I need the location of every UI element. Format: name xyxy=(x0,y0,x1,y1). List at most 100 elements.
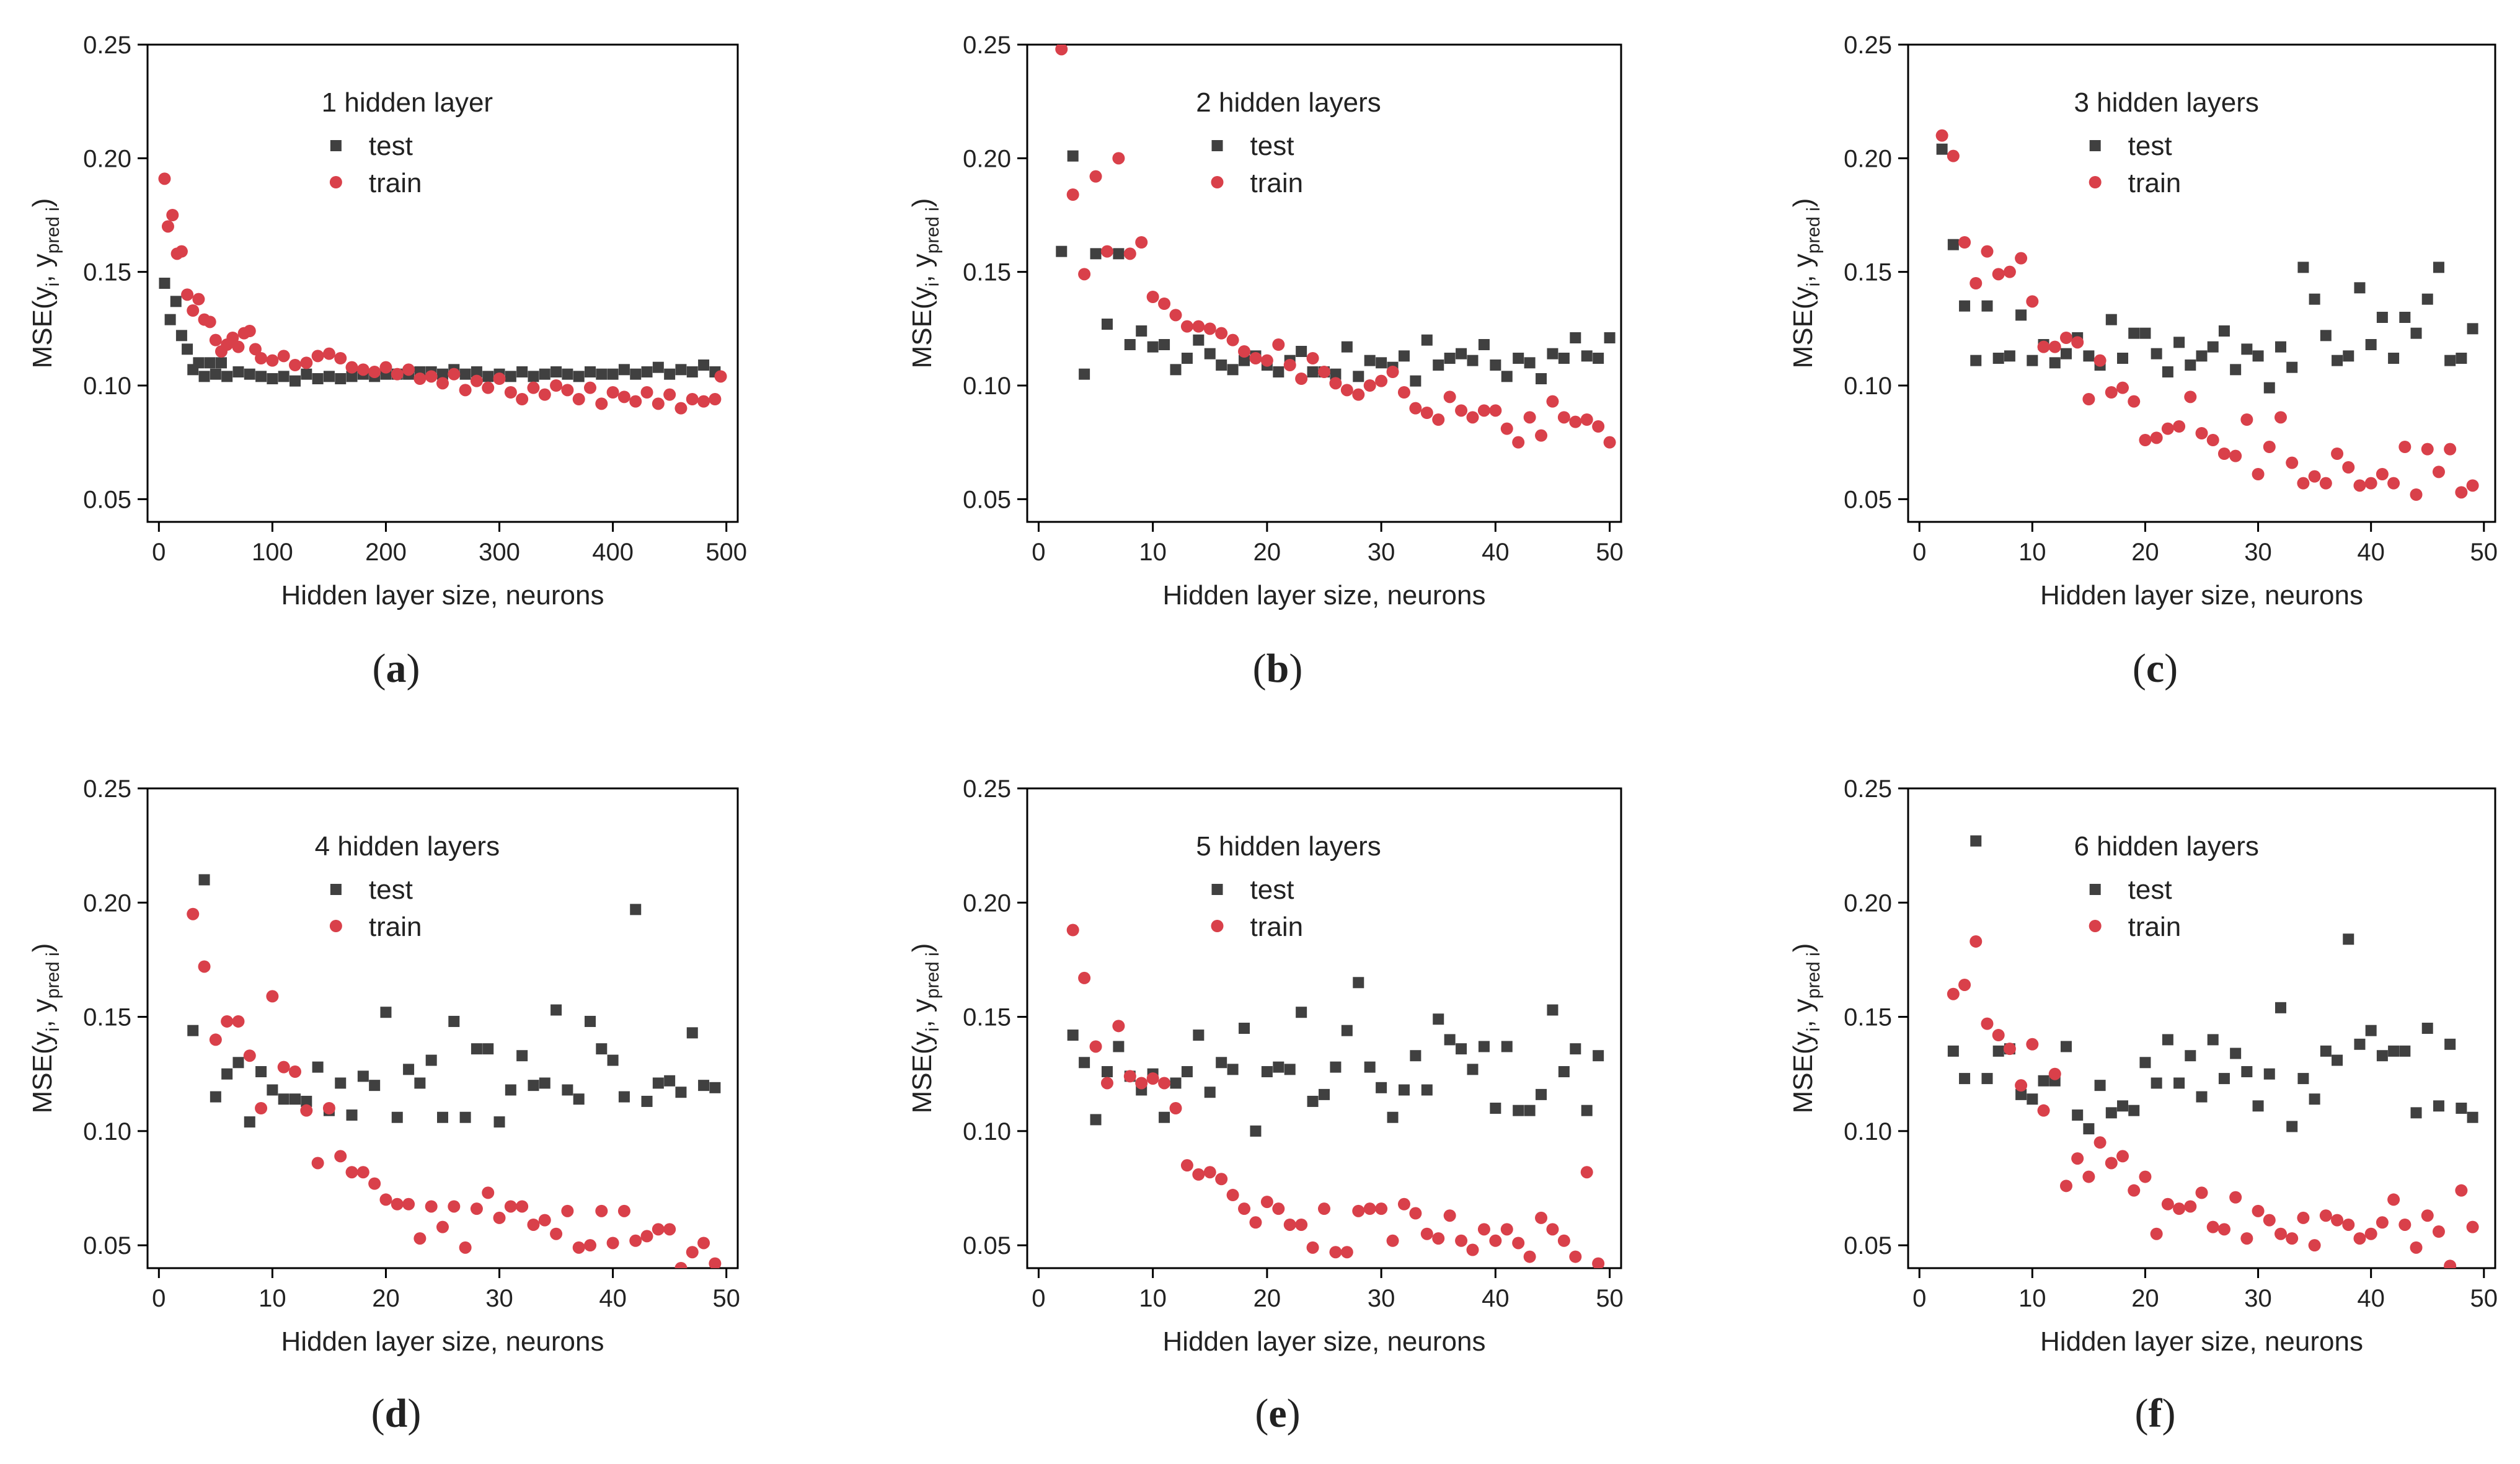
data-point-train xyxy=(413,373,427,385)
data-point-train xyxy=(2150,431,2163,444)
data-point-train xyxy=(1489,404,1502,417)
x-tick-label: 10 xyxy=(1139,1285,1167,1312)
data-point-test xyxy=(2286,361,2298,373)
y-tick-label: 0.15 xyxy=(963,1004,1011,1031)
data-point-train xyxy=(527,1218,540,1231)
data-point-test xyxy=(2332,355,2343,366)
y-tick-label: 0.20 xyxy=(963,889,1011,917)
data-point-test xyxy=(2060,1041,2072,1052)
data-point-train xyxy=(504,386,517,399)
data-point-train xyxy=(2229,1191,2242,1204)
y-tick-label: 0.25 xyxy=(1844,32,1892,59)
data-point-test xyxy=(618,1091,630,1103)
data-point-test xyxy=(2027,355,2038,366)
data-point-test xyxy=(1296,1007,1307,1018)
y-tick-label: 0.10 xyxy=(83,1118,131,1145)
y-axis-label-part: ) xyxy=(907,943,937,953)
data-point-train xyxy=(166,209,179,221)
x-tick-label: 20 xyxy=(2131,1285,2159,1312)
x-tick-label: 0 xyxy=(1032,1285,1045,1312)
data-point-test xyxy=(528,371,539,382)
data-point-train xyxy=(550,379,563,392)
data-point-test xyxy=(2263,1068,2275,1080)
y-tick-label: 0.05 xyxy=(83,486,131,513)
x-tick-label: 0 xyxy=(1912,539,1926,566)
data-point-test xyxy=(232,1057,244,1069)
data-point-test xyxy=(1101,319,1113,330)
data-point-test xyxy=(164,314,176,325)
data-point-train xyxy=(2195,1186,2208,1199)
data-point-test xyxy=(391,1111,403,1123)
data-point-train xyxy=(226,332,239,344)
data-point-test xyxy=(267,373,278,384)
legend-marker-train xyxy=(329,176,342,188)
data-point-test xyxy=(2456,1103,2467,1114)
data-point-test xyxy=(2320,330,2332,342)
data-point-train xyxy=(2252,1204,2265,1217)
data-point-train xyxy=(2150,1227,2163,1240)
data-point-train xyxy=(459,1241,472,1254)
data-point-train xyxy=(482,381,495,394)
data-point-test xyxy=(516,366,528,377)
data-point-test xyxy=(1376,1082,1387,1093)
data-point-train xyxy=(2116,381,2129,394)
data-point-train xyxy=(2444,443,2457,456)
data-point-test xyxy=(482,1043,494,1055)
x-tick-label: 0 xyxy=(152,1285,166,1312)
data-point-train xyxy=(2093,354,2107,367)
data-point-train xyxy=(2048,1067,2061,1080)
data-point-train xyxy=(1283,359,1296,371)
data-point-test xyxy=(216,357,227,369)
data-point-train xyxy=(1432,413,1445,426)
data-point-test xyxy=(2433,262,2444,273)
data-point-train xyxy=(334,1150,347,1163)
data-point-test xyxy=(232,366,244,377)
data-point-train xyxy=(516,1200,529,1213)
data-point-test xyxy=(1570,332,1581,343)
data-point-train xyxy=(181,288,194,301)
data-point-train xyxy=(2071,1152,2084,1165)
data-point-test xyxy=(2252,350,2264,362)
data-point-train xyxy=(221,1015,234,1028)
data-point-test xyxy=(630,904,642,915)
data-point-train xyxy=(1512,1237,1525,1250)
data-point-test xyxy=(1478,1041,1490,1052)
data-point-train xyxy=(2432,1225,2445,1238)
data-point-train xyxy=(1477,1223,1490,1236)
y-axis-label: MSE(yi, ypred i) xyxy=(1788,198,1824,369)
legend-title: 3 hidden layers xyxy=(2074,87,2258,118)
data-point-train xyxy=(2274,1227,2287,1240)
plot-frame xyxy=(146,43,739,523)
data-point-train xyxy=(1100,1077,1113,1090)
data-point-test xyxy=(1376,357,1387,369)
data-point-test xyxy=(630,368,642,380)
data-point-train xyxy=(640,1230,653,1243)
data-point-train xyxy=(2037,1104,2050,1117)
data-point-test xyxy=(1456,348,1467,359)
data-point-test xyxy=(2196,1091,2208,1103)
data-point-train xyxy=(2003,265,2016,278)
data-point-train xyxy=(2217,1223,2230,1236)
data-point-train xyxy=(2342,1218,2355,1231)
data-point-train xyxy=(1295,1218,1308,1231)
data-point-test xyxy=(221,1068,233,1080)
y-axis-label-part: i xyxy=(43,283,63,287)
y-axis-label-part: pred i xyxy=(43,952,63,999)
data-point-test xyxy=(2015,1088,2027,1100)
data-point-test xyxy=(2185,359,2196,371)
data-point-test xyxy=(437,1111,448,1123)
data-point-train xyxy=(2455,486,2468,499)
data-point-test xyxy=(2027,1093,2038,1105)
data-point-test xyxy=(1387,1111,1399,1123)
x-tick-label: 300 xyxy=(479,539,520,566)
y-axis-label-part: MSE(y xyxy=(907,286,937,368)
data-point-train xyxy=(209,1033,222,1046)
data-point-test xyxy=(1307,1095,1319,1107)
data-point-test xyxy=(641,1095,653,1107)
data-point-test xyxy=(2105,1107,2117,1119)
data-point-test xyxy=(1456,1043,1467,1055)
data-point-train xyxy=(493,1211,506,1224)
data-point-train xyxy=(203,315,216,329)
data-point-test xyxy=(2421,293,2433,305)
legend-marker-test xyxy=(2089,884,2101,895)
